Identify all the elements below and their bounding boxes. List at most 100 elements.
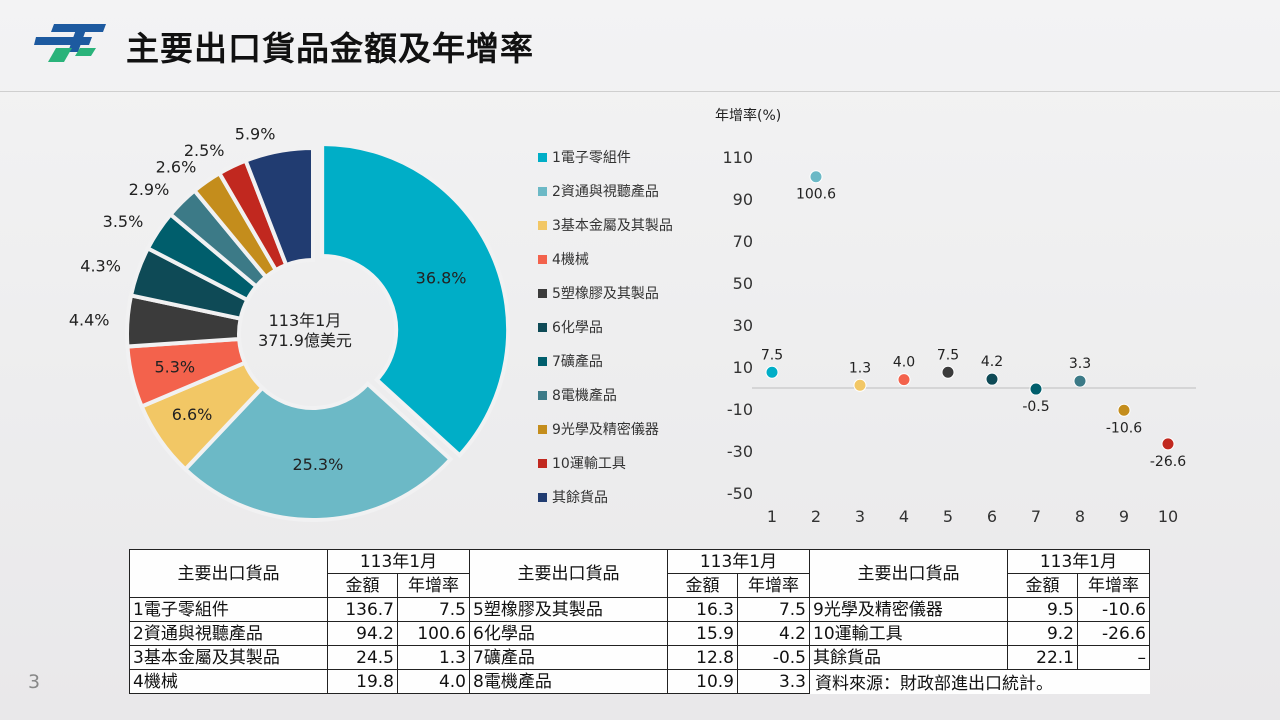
scatter-y-tick-label: 10 [733, 358, 753, 377]
legend-label: 9光學及精密儀器 [552, 422, 659, 438]
table-cell-rate: 1.3 [397, 645, 470, 670]
legend-item: 8電機產品 [538, 384, 708, 406]
table-header-rate: 年增率 [1077, 573, 1150, 598]
table-cell-name: 4機械 [129, 669, 328, 694]
scatter-point [941, 365, 955, 379]
table-cell-name: 8電機產品 [469, 669, 668, 694]
scatter-y-tick-label: 70 [733, 232, 753, 251]
donut-data-label: 25.3% [292, 455, 343, 474]
table-cell-rate: 3.3 [737, 669, 810, 694]
legend-item: 1電子零組件 [538, 146, 708, 168]
table-cell-amount: 12.8 [667, 645, 738, 670]
table-header-rate: 年增率 [397, 573, 470, 598]
scatter-point [1117, 403, 1131, 417]
export-table: 主要出口貨品 113年1月 主要出口貨品 113年1月 主要出口貨品 113年1月 金額 年增… [129, 549, 1150, 694]
donut-data-label: 36.8% [416, 268, 467, 287]
legend-label: 其餘貨品 [552, 490, 608, 506]
donut-data-label: 3.5% [103, 212, 144, 231]
scatter-data-label: 100.6 [796, 187, 836, 203]
legend-item: 7礦產品 [538, 350, 708, 372]
charts-area: 36.8% 25.3% 6.6% 5.3% 4.4% 4.3% 3.5% 2.9% 2.6%2.… [69, 107, 1196, 526]
legend-swatch [538, 254, 547, 264]
legend-label: 2資通與視聽產品 [552, 184, 659, 200]
legend-item: 3基本金屬及其製品 [538, 214, 708, 236]
source-note: 資料來源：財政部進出口統計。 [815, 674, 1053, 694]
legend-swatch [538, 356, 547, 366]
table-cell-name: 其餘貨品 [809, 645, 1008, 670]
scatter-x-tick-label: 3 [855, 507, 865, 526]
page-title: 主要出口貨品金額及年增率 [126, 29, 534, 68]
scatter-data-label: 1.3 [849, 360, 871, 376]
table-cell-name: 5塑橡膠及其製品 [469, 597, 668, 622]
scatter-x-tick-label: 2 [811, 507, 821, 526]
table-cell-rate: – [1077, 645, 1150, 670]
table-cell-rate: -10.6 [1077, 597, 1150, 622]
legend-label: 8電機產品 [552, 388, 617, 404]
table-cell-amount: 94.2 [327, 621, 398, 646]
scatter-x-tick-label: 10 [1158, 507, 1178, 526]
table-cell-amount: 10.9 [667, 669, 738, 694]
scatter-data-label: 3.3 [1069, 356, 1091, 372]
table-cell-rate: 100.6 [397, 621, 470, 646]
scatter-point [809, 170, 823, 184]
scatter-data-label: -10.6 [1106, 420, 1142, 436]
scatter-x-tick-label: 5 [943, 507, 953, 526]
donut-data-label: 2.6% [156, 158, 197, 177]
scatter-y-tick-label: 110 [722, 148, 753, 167]
donut-center-period: 113年1月 [269, 311, 342, 330]
legend-label: 7礦產品 [552, 354, 603, 370]
table-cell-name: 6化學品 [469, 621, 668, 646]
legend-swatch [538, 288, 547, 298]
scatter-y-tick-label: 50 [733, 274, 753, 293]
table-header-item: 主要出口貨品 [129, 549, 328, 598]
scatter-point [985, 372, 999, 386]
table-cell-name: 1電子零組件 [129, 597, 328, 622]
legend-swatch [538, 322, 547, 332]
legend-item: 2資通與視聽產品 [538, 180, 708, 202]
scatter-y-axis-title: 年增率(%) [715, 107, 781, 124]
scatter-y-tick-label: 30 [733, 316, 753, 335]
table-row: 4機械 19.8 4.0 8電機產品 10.9 3.3 [129, 669, 1150, 694]
legend-swatch [538, 492, 547, 502]
scatter-x-tick-label: 1 [767, 507, 777, 526]
scatter-data-label: 7.5 [937, 347, 959, 363]
legend-item: 9光學及精密儀器 [538, 418, 708, 440]
legend-item: 其餘貨品 [538, 486, 708, 508]
table-row: 3基本金屬及其製品 24.5 1.3 7礦產品 12.8 -0.5 其餘貨品 22.1– [129, 645, 1150, 670]
table-header-amount: 金額 [1007, 573, 1078, 598]
legend-item: 6化學品 [538, 316, 708, 338]
legend-label: 3基本金屬及其製品 [552, 218, 673, 234]
logo-icon [34, 24, 106, 62]
scatter-x-tick-label: 4 [899, 507, 909, 526]
legend-item: 10運輸工具 [538, 452, 708, 474]
table-cell-name: 9光學及精密儀器 [809, 597, 1008, 622]
legend-item: 5塑橡膠及其製品 [538, 282, 708, 304]
legend-label: 5塑橡膠及其製品 [552, 286, 659, 302]
table-cell-amount: 9.2 [1007, 621, 1078, 646]
table-cell-name: 3基本金屬及其製品 [129, 645, 328, 670]
scatter-point [897, 373, 911, 387]
table-cell-amount: 19.8 [327, 669, 398, 694]
table-cell-name: 10運輸工具 [809, 621, 1008, 646]
donut-data-label: 6.6% [172, 405, 213, 424]
scatter-point [1029, 382, 1043, 396]
legend-label: 10運輸工具 [552, 456, 626, 472]
scatter-data-label: 4.0 [893, 355, 915, 371]
scatter-point [765, 365, 779, 379]
scatter-point [1161, 437, 1175, 451]
legend-label: 4機械 [552, 252, 589, 268]
scatter-x-tick-label: 7 [1031, 507, 1041, 526]
scatter-x-tick-label: 6 [987, 507, 997, 526]
legend-label: 6化學品 [552, 320, 603, 336]
donut-data-label: 5.3% [154, 357, 195, 376]
scatter-point [1073, 374, 1087, 388]
table-header-row: 主要出口貨品 113年1月 主要出口貨品 113年1月 主要出口貨品 113年1月 [129, 549, 1150, 598]
donut-slice [320, 141, 511, 459]
table-header-period: 113年1月 [327, 549, 470, 574]
scatter-x-tick-label: 8 [1075, 507, 1085, 526]
table-header-item: 主要出口貨品 [469, 549, 668, 598]
table-cell-name: 2資通與視聽產品 [129, 621, 328, 646]
table-cell-rate: -26.6 [1077, 621, 1150, 646]
legend-label: 1電子零組件 [552, 150, 631, 166]
table-cell-amount: 16.3 [667, 597, 738, 622]
